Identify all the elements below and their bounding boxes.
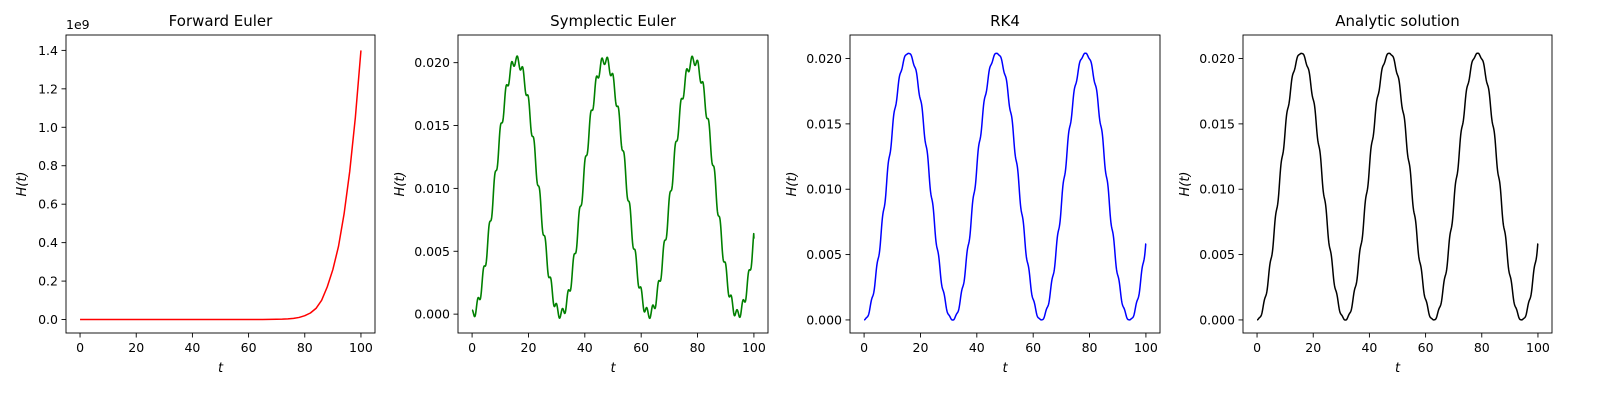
x-tick-label: 0 xyxy=(1253,340,1261,355)
y-tick-label: 0.010 xyxy=(414,181,450,196)
axes-frame xyxy=(849,34,1161,334)
x-tick-label: 40 xyxy=(1361,340,1377,355)
y-tick-label: 0.005 xyxy=(1199,247,1235,262)
panel-3: 0 20 40 60 80 100 0.000 0.005 0.010 0.015 0.020 RK4… xyxy=(785,12,1161,376)
y-tick-label: 0.0 xyxy=(38,312,58,327)
y-axis-label: H(t) xyxy=(1178,171,1193,196)
x-tick-label: 40 xyxy=(184,340,200,355)
series-line xyxy=(80,50,362,321)
x-tick-label: 20 xyxy=(913,340,929,355)
x-axis-label: t xyxy=(1002,361,1008,376)
panel-title: RK4 xyxy=(990,12,1020,30)
x-tick-label: 20 xyxy=(128,340,144,355)
x-axis-label: t xyxy=(1395,361,1401,376)
y-tick-label: 1.4 xyxy=(38,43,58,58)
x-tick-label: 80 xyxy=(297,340,313,355)
y-tick-label: 1.2 xyxy=(38,81,58,96)
axes-frame xyxy=(65,34,376,334)
y-tick-label: 0.000 xyxy=(414,307,450,322)
y-tick-label: 0.005 xyxy=(806,247,842,262)
y-offset-label: 1e9 xyxy=(66,17,90,32)
x-tick-label: 40 xyxy=(577,340,593,355)
y-axis-label: H(t) xyxy=(15,171,30,196)
panel-4: 0 20 40 60 80 100 0.000 0.005 0.010 0.015 0.020 Ana… xyxy=(1178,12,1553,376)
x-axis-label: t xyxy=(218,361,224,376)
y-tick-label: 0.4 xyxy=(38,235,58,250)
x-tick-label: 100 xyxy=(742,340,766,355)
x-tick-label: 80 xyxy=(690,340,706,355)
panel-title: Symplectic Euler xyxy=(550,12,677,30)
y-tick-label: 0.015 xyxy=(414,118,450,133)
axes-frame xyxy=(1242,34,1553,334)
y-tick-label: 0.000 xyxy=(1199,312,1235,327)
y-tick-label: 0.010 xyxy=(1199,182,1235,197)
x-axis-label: t xyxy=(610,361,616,376)
series-line xyxy=(1256,52,1539,321)
x-tick-label: 0 xyxy=(468,340,476,355)
x-tick-label: 60 xyxy=(241,340,257,355)
y-tick-label: 0.015 xyxy=(1199,116,1235,131)
series-line xyxy=(471,55,755,320)
axes-frame xyxy=(457,34,769,334)
x-tick-label: 80 xyxy=(1082,340,1098,355)
x-tick-label: 60 xyxy=(1418,340,1434,355)
x-tick-label: 60 xyxy=(633,340,649,355)
x-tick-label: 100 xyxy=(1526,340,1550,355)
y-tick-label: 0.020 xyxy=(1199,51,1235,66)
y-tick-label: 0.000 xyxy=(806,312,842,327)
x-tick-label: 80 xyxy=(1474,340,1490,355)
x-tick-label: 100 xyxy=(1134,340,1158,355)
y-tick-label: 0.6 xyxy=(38,197,58,212)
x-tick-label: 20 xyxy=(521,340,537,355)
series-line xyxy=(863,52,1147,321)
y-tick-label: 0.020 xyxy=(806,51,842,66)
x-tick-label: 0 xyxy=(76,340,84,355)
y-tick-label: 0.010 xyxy=(806,182,842,197)
panel-2: 0 20 40 60 80 100 0.000 0.005 0.010 0.015 0.020 Sym… xyxy=(393,12,769,376)
y-tick-label: 0.2 xyxy=(38,274,58,289)
x-tick-label: 0 xyxy=(860,340,868,355)
y-axis-label: H(t) xyxy=(393,171,408,196)
panel-title: Analytic solution xyxy=(1335,12,1459,30)
panel-1: 0 20 40 60 80 100 0.0 0.2 0.4 0.6 0.8 1.0 1.2 1.4 1e9 F… xyxy=(15,12,376,376)
panel-title: Forward Euler xyxy=(169,12,273,30)
x-tick-label: 100 xyxy=(349,340,373,355)
y-tick-label: 0.8 xyxy=(38,158,58,173)
y-tick-label: 1.0 xyxy=(38,120,58,135)
x-tick-label: 40 xyxy=(969,340,985,355)
x-tick-label: 60 xyxy=(1025,340,1041,355)
y-tick-label: 0.015 xyxy=(806,116,842,131)
y-axis-label: H(t) xyxy=(785,171,800,196)
x-tick-label: 20 xyxy=(1305,340,1321,355)
y-tick-label: 0.005 xyxy=(414,244,450,259)
y-tick-label: 0.020 xyxy=(414,55,450,70)
